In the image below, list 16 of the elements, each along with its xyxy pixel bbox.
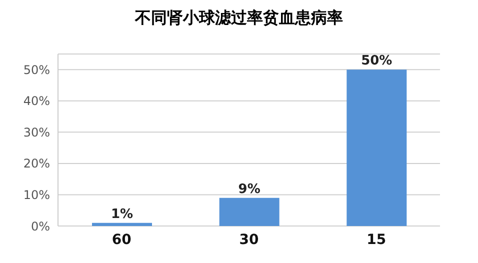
y-tick-label: 40% [23, 94, 50, 108]
data-label: 1% [110, 206, 134, 222]
data-label: 9% [238, 182, 260, 197]
bar [219, 198, 280, 226]
x-tick-label: 60 [112, 232, 132, 248]
data-label: 50% [361, 54, 392, 69]
y-tick-label: 50% [23, 62, 50, 77]
x-tick-label: 30 [239, 232, 259, 248]
y-tick-label: 0% [30, 219, 50, 234]
y-tick-label: 30% [23, 125, 50, 140]
y-tick-label: 10% [23, 188, 50, 202]
bar [92, 222, 152, 226]
x-tick-label: 15 [366, 232, 386, 248]
chart-title: 不同肾小球滤过率贫血患病率 [134, 8, 344, 29]
y-tick-label: 20% [23, 156, 50, 171]
bar [346, 70, 407, 226]
